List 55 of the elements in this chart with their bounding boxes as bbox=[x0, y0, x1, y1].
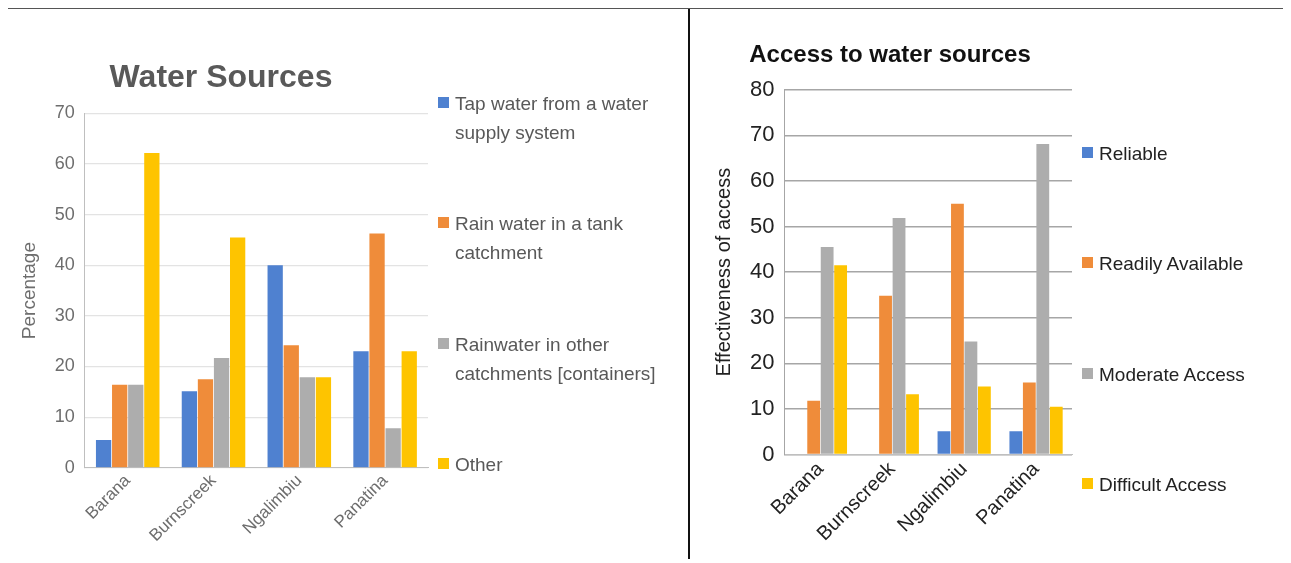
bar bbox=[213, 357, 230, 468]
y-tick-label: 70 bbox=[54, 102, 75, 123]
legend-label: Difficult Access bbox=[1099, 473, 1227, 497]
y-tick-label: 0 bbox=[64, 456, 75, 477]
bar bbox=[937, 431, 951, 454]
bar bbox=[401, 351, 417, 468]
y-tick-label: 0 bbox=[762, 440, 775, 466]
y-tick-label: 60 bbox=[54, 152, 75, 173]
legend-label: Reliable bbox=[1099, 142, 1168, 166]
bar bbox=[112, 384, 128, 468]
chart-title: Access to water sources bbox=[749, 40, 1031, 68]
y-tick-label: 10 bbox=[54, 406, 75, 427]
legend-label: Rain water in a tank catchment bbox=[455, 212, 624, 266]
bar bbox=[299, 377, 315, 468]
y-tick-label: 40 bbox=[54, 254, 75, 275]
legend-label: Tap water from a water supply system bbox=[455, 92, 650, 145]
y-tick-label: 70 bbox=[749, 121, 775, 147]
bar bbox=[1022, 382, 1036, 454]
bar bbox=[353, 351, 369, 468]
legend-label: Readily Available bbox=[1099, 252, 1244, 277]
legend-label: Rainwater in other catchments [containers] bbox=[455, 332, 657, 386]
y-tick-label: 80 bbox=[749, 75, 775, 101]
y-axis-title: Effectiveness of access bbox=[711, 167, 734, 377]
bar bbox=[283, 345, 299, 468]
y-tick-label: 50 bbox=[54, 203, 75, 224]
bar bbox=[128, 384, 144, 468]
y-axis-title: Percentage bbox=[17, 242, 39, 340]
bar bbox=[951, 203, 964, 454]
bar bbox=[267, 265, 283, 468]
legend-label: Moderate Access bbox=[1099, 362, 1245, 387]
y-tick-label: 50 bbox=[749, 212, 775, 238]
bar bbox=[95, 439, 112, 468]
y-tick-label: 30 bbox=[54, 304, 75, 325]
bar bbox=[144, 152, 160, 468]
y-tick-label: 60 bbox=[749, 167, 775, 193]
bar bbox=[369, 233, 385, 468]
bar bbox=[807, 400, 821, 454]
y-tick-label: 30 bbox=[749, 303, 775, 329]
chart-title: Water Sources bbox=[109, 58, 333, 95]
y-tick-label: 10 bbox=[749, 394, 775, 420]
bar bbox=[315, 377, 332, 468]
bar bbox=[385, 428, 401, 468]
bar bbox=[197, 379, 214, 468]
bar bbox=[834, 265, 848, 454]
bar bbox=[1049, 406, 1063, 454]
bar bbox=[879, 295, 892, 454]
y-tick-label: 40 bbox=[749, 258, 775, 284]
legend-label: Other bbox=[455, 453, 503, 477]
bar bbox=[181, 391, 198, 468]
bar bbox=[906, 394, 919, 454]
bar bbox=[977, 386, 991, 454]
y-tick-label: 20 bbox=[54, 355, 75, 376]
bar bbox=[1009, 431, 1023, 454]
bar bbox=[230, 237, 246, 468]
y-tick-label: 20 bbox=[749, 349, 775, 375]
